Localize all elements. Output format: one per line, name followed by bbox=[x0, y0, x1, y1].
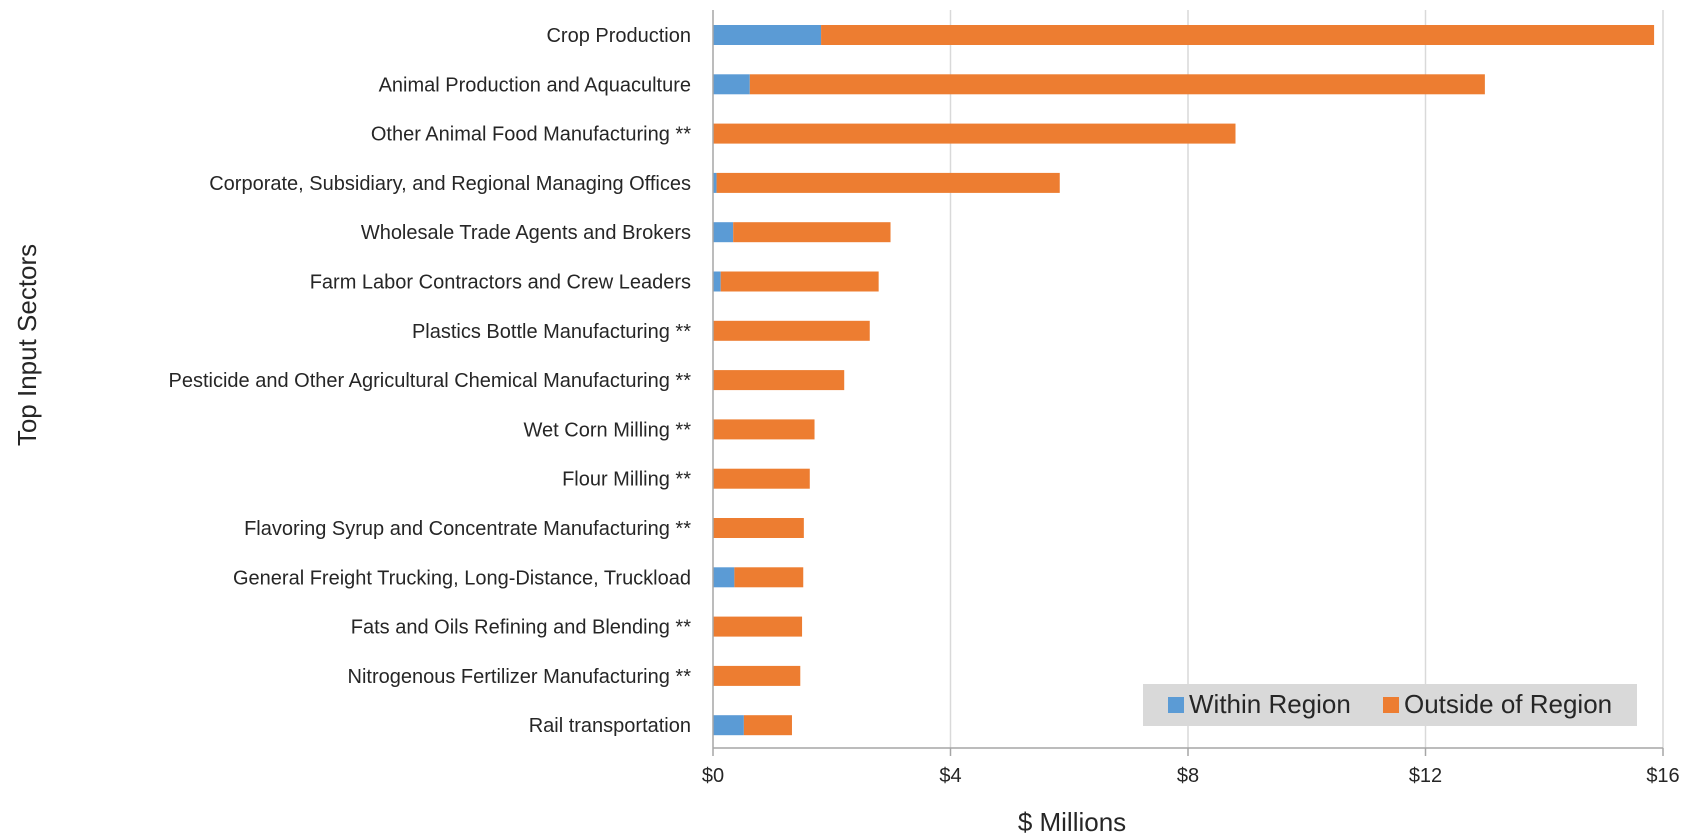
bar-outside-of-region bbox=[713, 665, 801, 686]
y-axis-title: Top Input Sectors bbox=[12, 244, 42, 446]
bar-outside-of-region bbox=[821, 25, 1655, 45]
x-axis-title: $ Millions bbox=[1018, 807, 1126, 837]
legend-label-outside-of-region: Outside of Region bbox=[1404, 689, 1612, 719]
x-tick-label: $8 bbox=[1177, 765, 1199, 787]
bar-outside-of-region bbox=[713, 370, 845, 391]
bar-outside-of-region bbox=[713, 468, 810, 489]
category-label: General Freight Trucking, Long-Distance,… bbox=[233, 567, 691, 589]
bars bbox=[713, 25, 1655, 736]
x-axis: $0 $4 $8 $12 $16 bbox=[702, 10, 1680, 787]
category-label: Corporate, Subsidiary, and Regional Mana… bbox=[209, 173, 691, 195]
bar-within-region bbox=[713, 74, 750, 95]
bar-outside-of-region bbox=[713, 320, 870, 341]
legend-swatch-within-region bbox=[1168, 697, 1184, 713]
category-label: Crop Production bbox=[546, 25, 691, 47]
legend: Within Region Outside of Region bbox=[1143, 684, 1637, 726]
bar-outside-of-region bbox=[713, 616, 803, 637]
category-label: Farm Labor Contractors and Crew Leaders bbox=[310, 272, 691, 294]
bar-outside-of-region bbox=[733, 222, 891, 243]
x-tick-label: $0 bbox=[702, 765, 724, 787]
bar-outside-of-region bbox=[713, 518, 804, 538]
category-label: Plastics Bottle Manufacturing ** bbox=[412, 321, 691, 343]
bar-within-region bbox=[713, 567, 735, 588]
category-label: Pesticide and Other Agricultural Chemica… bbox=[169, 370, 692, 392]
category-label: Wet Corn Milling ** bbox=[524, 419, 692, 441]
bar-within-region bbox=[713, 271, 721, 292]
bar-within-region bbox=[713, 715, 744, 736]
bar-outside-of-region bbox=[720, 271, 879, 292]
legend-label-within-region: Within Region bbox=[1189, 689, 1351, 719]
category-label: Wholesale Trade Agents and Brokers bbox=[361, 222, 691, 244]
category-label: Animal Production and Aquaculture bbox=[379, 74, 691, 96]
category-label: Other Animal Food Manufacturing ** bbox=[371, 124, 691, 146]
bar-outside-of-region bbox=[743, 715, 792, 736]
x-tick-label: $4 bbox=[939, 765, 961, 787]
legend-swatch-outside-of-region bbox=[1383, 697, 1399, 713]
category-label: Flavoring Syrup and Concentrate Manufact… bbox=[244, 518, 691, 540]
bar-within-region bbox=[713, 172, 717, 193]
category-labels: Crop Production Animal Production and Aqu… bbox=[169, 25, 692, 737]
category-label: Flour Milling ** bbox=[562, 469, 691, 491]
gridlines bbox=[949, 10, 1664, 748]
category-label: Rail transportation bbox=[529, 715, 691, 737]
x-tick-label: $16 bbox=[1646, 765, 1679, 787]
bar-within-region bbox=[713, 25, 822, 45]
category-label: Nitrogenous Fertilizer Manufacturing ** bbox=[348, 666, 692, 688]
bar-outside-of-region bbox=[716, 172, 1060, 193]
category-label: Fats and Oils Refining and Blending ** bbox=[351, 617, 691, 639]
x-tick-label: $12 bbox=[1409, 765, 1442, 787]
bar-outside-of-region bbox=[749, 74, 1485, 95]
bar-outside-of-region bbox=[734, 567, 804, 588]
bar-outside-of-region bbox=[713, 419, 815, 440]
bar-within-region bbox=[713, 222, 734, 243]
bar-outside-of-region bbox=[713, 123, 1236, 144]
